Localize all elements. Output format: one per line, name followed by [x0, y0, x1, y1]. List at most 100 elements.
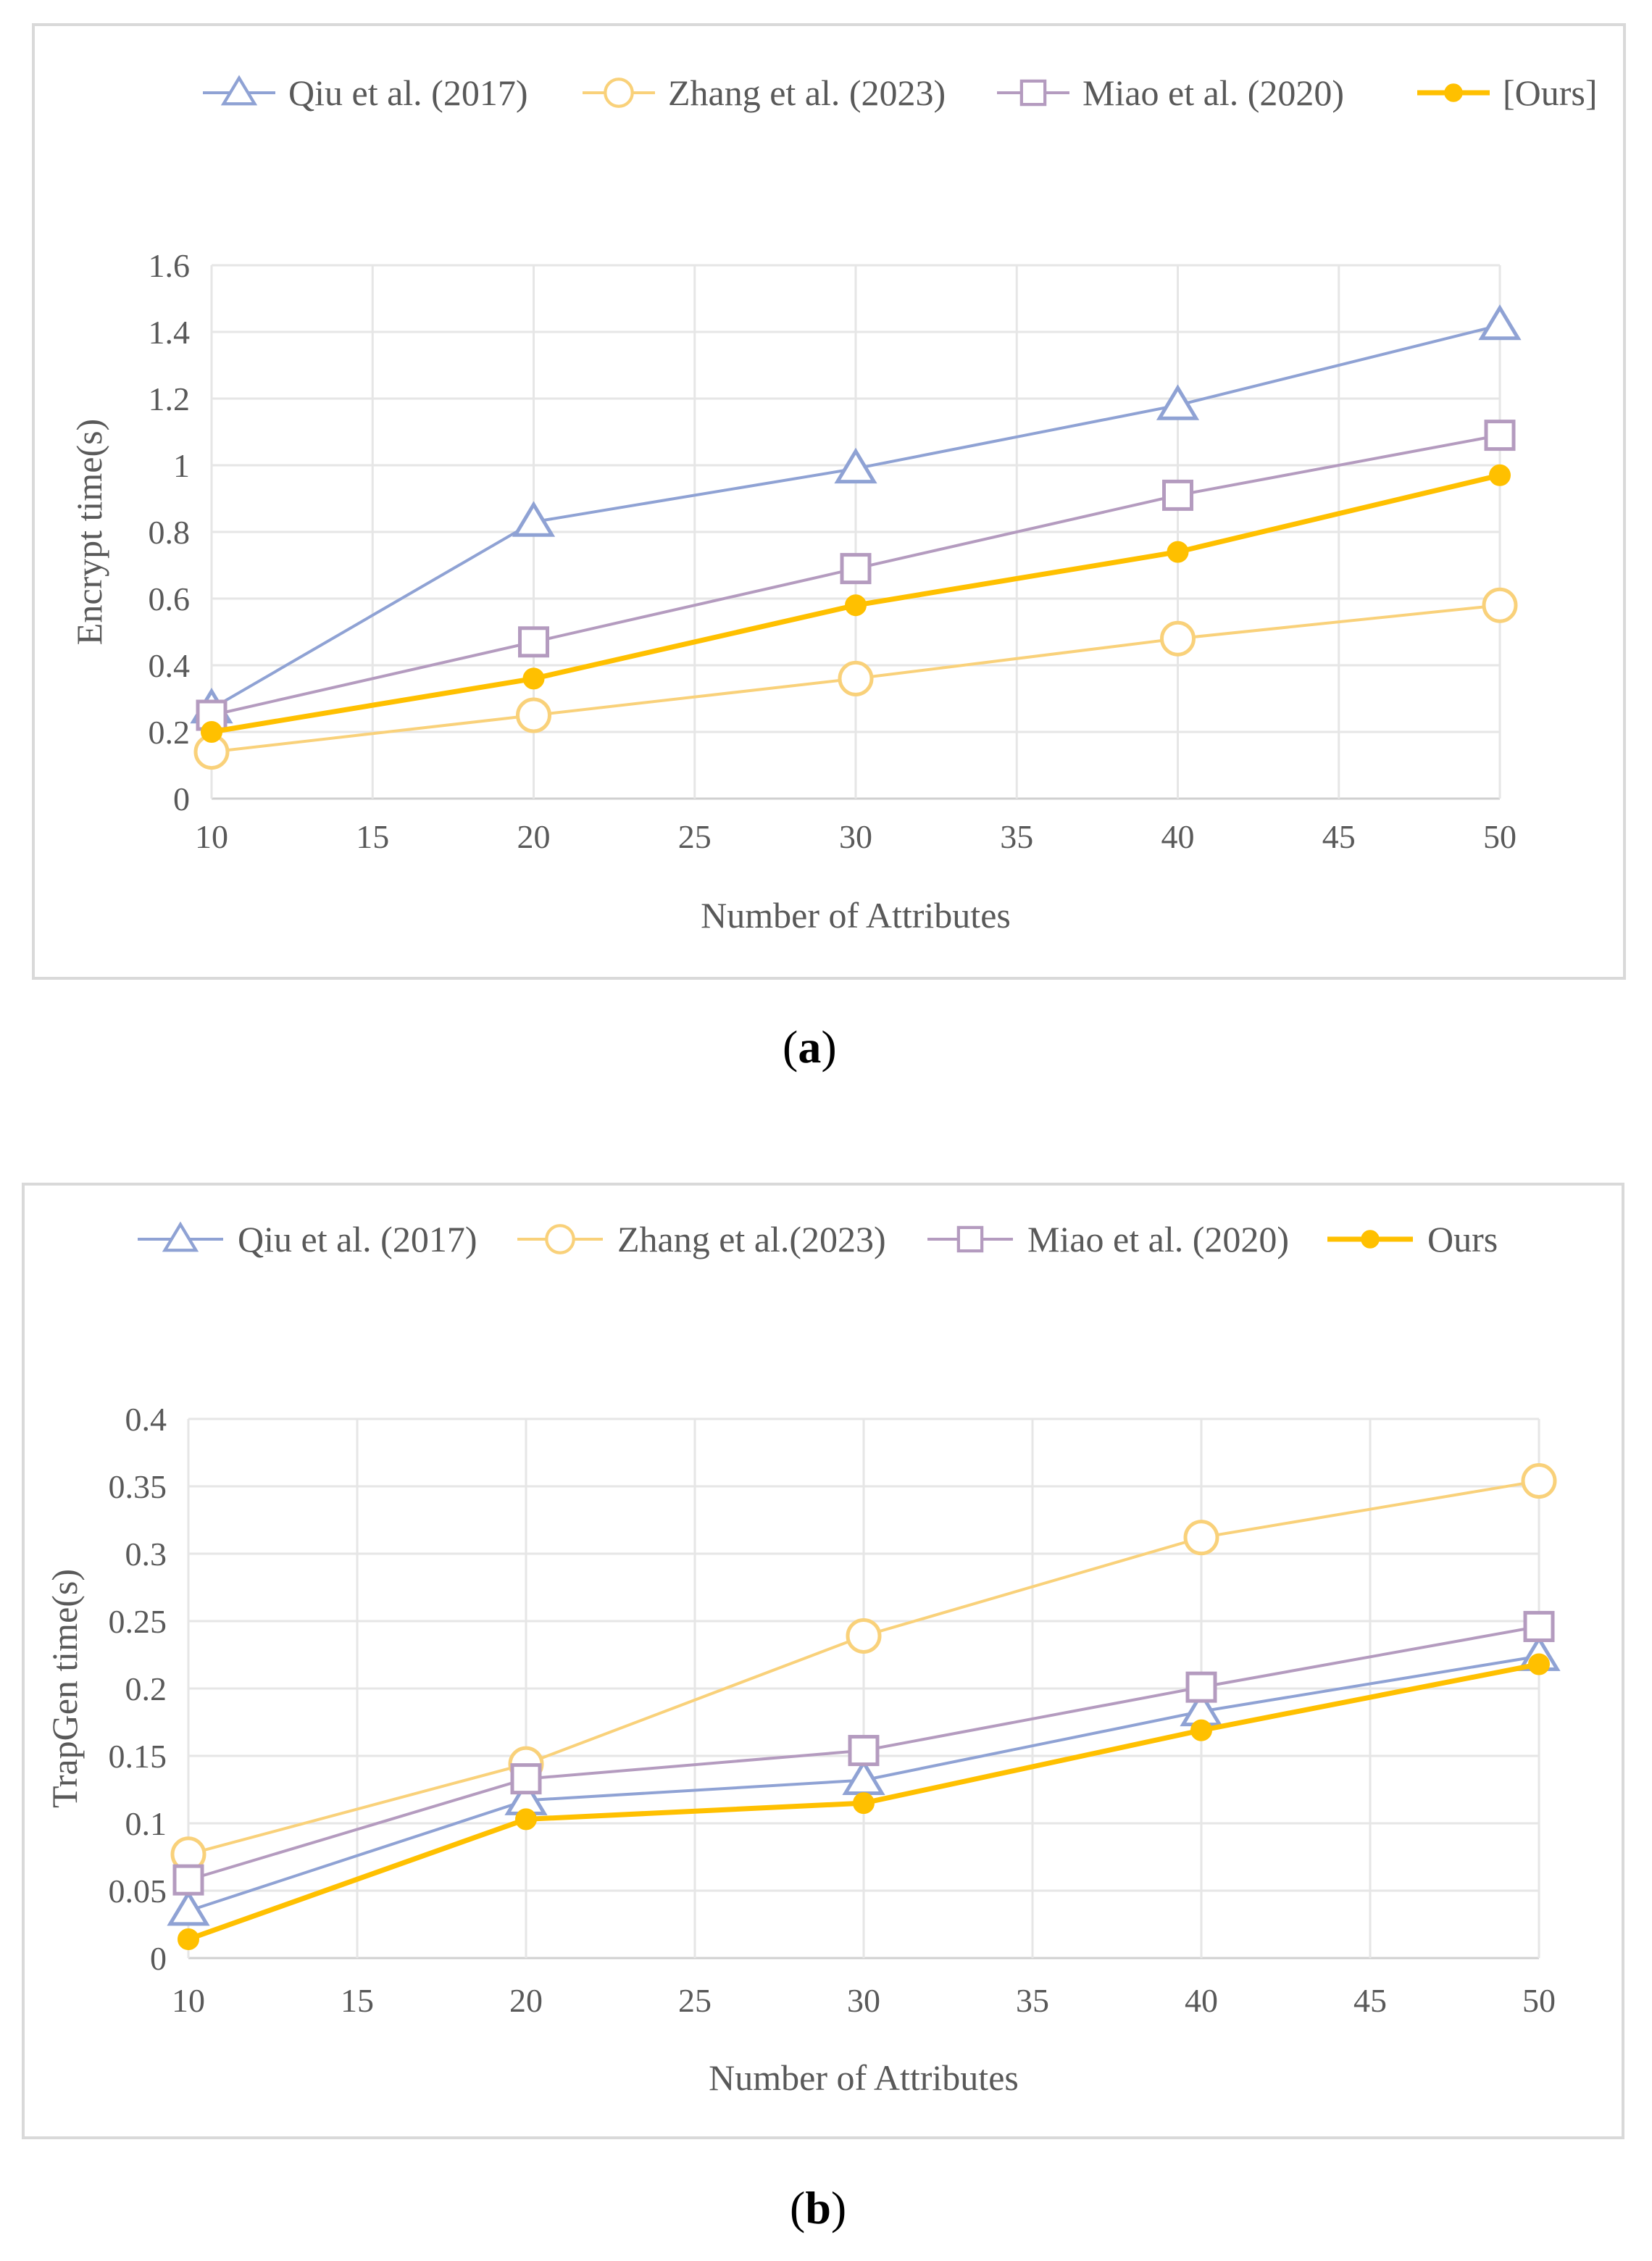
series-miao — [196, 420, 1516, 731]
x-tick-label: 35 — [1000, 818, 1033, 855]
data-point-miao — [510, 1763, 542, 1795]
data-point-ours — [1528, 1653, 1550, 1675]
y-tick-label: 0.05 — [109, 1873, 167, 1910]
y-axis-label: TrapGen time(s) — [44, 1569, 85, 1808]
x-tick-label: 30 — [839, 818, 872, 855]
chart-b-caption: (b) — [790, 2182, 847, 2233]
data-point-ours — [845, 594, 867, 617]
data-point-zhang — [1521, 1463, 1557, 1499]
x-tick-label: 35 — [1016, 1982, 1049, 2019]
x-axis-label: Number of Attributes — [709, 2057, 1019, 2098]
legend-label-miao: Miao et al. (2020) — [1027, 1219, 1289, 1259]
legend-label-ours: [Ours] — [1503, 72, 1598, 113]
x-tick-label: 10 — [195, 818, 228, 855]
data-point-zhang — [838, 660, 874, 696]
y-tick-label: 1.2 — [149, 380, 191, 417]
legend-marker-ours — [1444, 83, 1463, 102]
data-point-ours — [201, 721, 222, 743]
data-point-ours — [853, 1792, 875, 1815]
series-miao — [172, 1610, 1555, 1896]
legend-label-ours: Ours — [1427, 1219, 1498, 1259]
series-ours — [178, 1653, 1550, 1950]
legend-label-miao: Miao et al. (2020) — [1082, 72, 1344, 113]
y-tick-label: 0.25 — [109, 1603, 167, 1640]
legend-marker-qiu — [220, 75, 258, 106]
chart-a-frame: 0 0.2 0.4 0.6 0.8 1 1.2 1.4 1.6 10 15 20 25 30 35 40 45 5… — [32, 23, 1626, 980]
data-point-ours — [515, 1808, 537, 1831]
chart-a-caption: (a) — [783, 1021, 837, 1073]
x-tick-label: 20 — [517, 818, 551, 855]
y-tick-label: 0.2 — [149, 714, 191, 751]
data-point-ours — [178, 1928, 199, 1950]
data-point-qiu — [167, 1890, 210, 1926]
y-tick-label: 0.2 — [125, 1670, 167, 1707]
legend-marker-miao — [1019, 79, 1047, 107]
x-tick-label: 15 — [341, 1982, 374, 2019]
y-tick-label: 1 — [173, 447, 190, 484]
x-tick-label: 50 — [1483, 818, 1517, 855]
data-point-miao — [1162, 479, 1193, 511]
data-point-zhang — [1183, 1520, 1219, 1556]
x-tick-label: 45 — [1353, 1982, 1387, 2019]
legend-marker-zhang — [545, 1224, 575, 1254]
y-tick-label: 0.1 — [125, 1805, 167, 1842]
data-point-miao — [1484, 420, 1516, 451]
data-point-qiu — [1478, 304, 1522, 341]
x-tick-label: 40 — [1161, 818, 1195, 855]
legend-label-qiu: Qiu et al. (2017) — [288, 72, 527, 113]
data-point-miao — [1185, 1671, 1217, 1703]
series-qiu — [190, 304, 1522, 724]
x-axis-label: Number of Attributes — [701, 895, 1011, 936]
data-point-qiu — [1156, 384, 1200, 420]
data-point-miao — [172, 1864, 204, 1896]
data-point-qiu — [512, 501, 556, 537]
x-tick-label: 25 — [678, 1982, 712, 2019]
data-point-qiu — [834, 447, 877, 484]
y-tick-label: 1.6 — [149, 247, 191, 284]
x-tick-label: 20 — [509, 1982, 543, 2019]
data-point-zhang — [1482, 587, 1518, 623]
y-tick-label: 0.15 — [109, 1738, 167, 1775]
series-zhang — [193, 587, 1518, 770]
y-tick-label: 0.35 — [109, 1468, 167, 1505]
data-point-miao — [840, 553, 872, 585]
data-point-miao — [518, 626, 549, 658]
legend-label-zhang: Zhang et al. (2023) — [668, 72, 946, 113]
data-point-miao — [1523, 1610, 1555, 1642]
chart-a-svg: 0 0.2 0.4 0.6 0.8 1 1.2 1.4 1.6 10 15 20 25 30 35 40 45 5… — [69, 72, 1598, 936]
y-tick-label: 0 — [150, 1940, 167, 1977]
chart-a-ticks: 0 0.2 0.4 0.6 0.8 1 1.2 1.4 1.6 10 15 20 25 30 35 40 45 5… — [149, 247, 1517, 855]
data-point-zhang — [516, 697, 551, 733]
x-tick-label: 50 — [1522, 1982, 1556, 2019]
y-axis-label: Encrypt time(s) — [69, 419, 109, 645]
x-tick-label: 15 — [356, 818, 389, 855]
x-tick-label: 40 — [1185, 1982, 1218, 2019]
chart-a-legend: Qiu et al. (2017) Zhang et al. (2023) Miao… — [203, 72, 1598, 113]
data-point-ours — [522, 667, 545, 690]
legend-marker-zhang — [604, 78, 634, 108]
legend-label-qiu: Qiu et al. (2017) — [238, 1219, 477, 1259]
chart-b-legend: Qiu et al. (2017) Zhang et al.(2023) Miao … — [138, 1219, 1498, 1259]
chart-b-ticks: 0 0.05 0.1 0.15 0.2 0.25 0.3 0.35 0.4 10 15 20 25 30 3… — [109, 1401, 1556, 2019]
chart-a-grid — [210, 264, 1501, 800]
data-point-zhang — [1160, 620, 1196, 657]
y-tick-label: 0.6 — [149, 580, 191, 617]
legend-marker-qiu — [162, 1221, 199, 1252]
y-tick-label: 0 — [173, 780, 190, 817]
y-tick-label: 0.3 — [125, 1536, 167, 1573]
y-tick-label: 1.4 — [149, 314, 191, 351]
x-tick-label: 25 — [678, 818, 712, 855]
x-tick-label: 45 — [1322, 818, 1356, 855]
series-ours — [201, 464, 1511, 743]
y-tick-label: 0.4 — [149, 647, 191, 684]
chart-b-frame: 0 0.05 0.1 0.15 0.2 0.25 0.3 0.35 0.4 10 15 20 25 30 3… — [22, 1183, 1624, 2139]
legend-label-zhang: Zhang et al.(2023) — [617, 1219, 886, 1259]
data-point-zhang — [846, 1617, 882, 1654]
data-point-miao — [848, 1735, 880, 1767]
y-tick-label: 0.4 — [125, 1401, 167, 1438]
x-tick-label: 30 — [847, 1982, 880, 2019]
x-tick-label: 10 — [172, 1982, 205, 2019]
legend-marker-miao — [956, 1225, 984, 1253]
data-point-ours — [1489, 464, 1511, 486]
legend-marker-ours — [1361, 1230, 1380, 1249]
